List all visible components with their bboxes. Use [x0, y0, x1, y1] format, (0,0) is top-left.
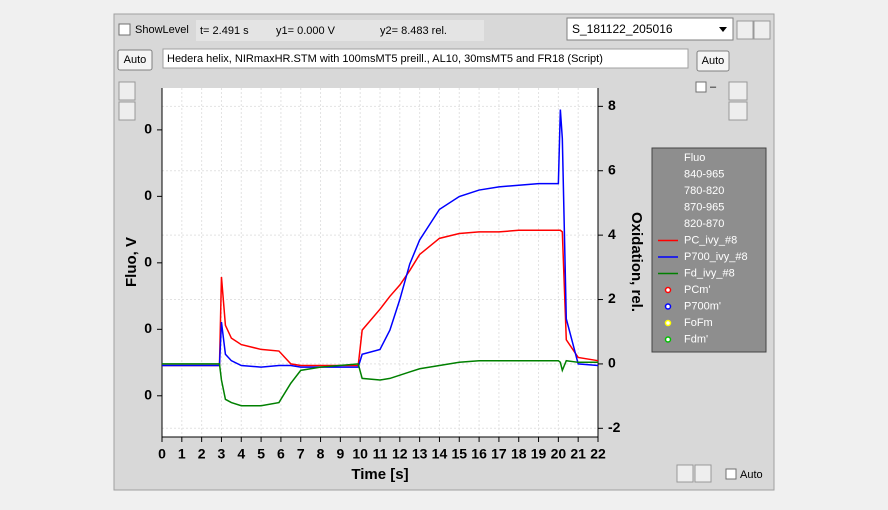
legend-label: Fd_ivy_#8: [684, 267, 735, 279]
legend-label: Fluo: [684, 152, 705, 164]
y2-tick-label: 4: [608, 226, 616, 242]
checkbox[interactable]: [118, 23, 131, 36]
data-line: [162, 359, 598, 407]
description-box: [162, 48, 689, 69]
x-tick-label: 15: [451, 446, 467, 462]
legend-label: 870-965: [684, 201, 724, 213]
x-tick-label: 21: [570, 446, 586, 462]
plot-area: [162, 88, 598, 437]
y2-tick-label: 2: [608, 290, 616, 306]
y-tick-label: 0: [144, 121, 152, 137]
x-tick-label: 8: [317, 446, 325, 462]
scroll-up[interactable]: [118, 81, 136, 101]
y1-readout: y1= 0.000 V: [276, 25, 336, 37]
description: Hedera helix, NIRmaxHR.STM with 100msMT5…: [167, 53, 603, 65]
x-tick-label: 17: [491, 446, 507, 462]
y2-axis-label: Oxidation, rel.: [628, 212, 645, 312]
legend-label: 840-965: [684, 168, 724, 180]
x-tick-label: 19: [531, 446, 547, 462]
y2-tick-label: -2: [608, 419, 621, 435]
legend-label: P700_ivy_#8: [684, 251, 748, 263]
x-tick-label: 3: [218, 446, 226, 462]
show-level-label: ShowLevel: [135, 24, 189, 36]
next-button[interactable]: [753, 20, 771, 40]
dash-label: –: [710, 81, 717, 93]
scroll-down[interactable]: [728, 101, 748, 121]
x-tick-label: 7: [297, 446, 305, 462]
legend-marker: [664, 286, 672, 294]
x-tick-label: 6: [277, 446, 285, 462]
x-tick-label: 5: [257, 446, 265, 462]
auto-button[interactable]: [117, 49, 153, 71]
t-readout: t= 2.491 s: [200, 25, 249, 37]
x-tick-label: 12: [392, 446, 408, 462]
legend-marker: [664, 303, 672, 310]
x-tick-label: 16: [471, 446, 487, 462]
legend-label: Fdm': [684, 333, 708, 345]
auto-label: Auto: [124, 54, 147, 66]
y-tick-label: 0: [144, 386, 152, 402]
data-line: [162, 229, 599, 367]
x-tick-label: 1: [178, 446, 186, 462]
auto-label: Auto: [702, 55, 725, 67]
y2-readout: y2= 8.483 rel.: [380, 25, 447, 37]
dataset-name: S_181122_205016: [572, 22, 673, 36]
y2-tick-label: 8: [608, 97, 616, 113]
y2-tick-label: 0: [608, 355, 616, 371]
checkbox[interactable]: [725, 468, 737, 480]
scroll-right[interactable]: [694, 464, 712, 483]
y-tick-label: 0: [144, 254, 152, 270]
y-axis-label: Fluo, V: [123, 237, 140, 287]
readout-box: [196, 20, 484, 41]
checkbox[interactable]: [695, 81, 707, 93]
legend-label: PCm': [684, 284, 711, 296]
x-tick-label: 18: [511, 446, 527, 462]
dropdown[interactable]: [566, 17, 734, 41]
legend-label: P700m': [684, 300, 721, 312]
scroll-down[interactable]: [118, 101, 136, 121]
scroll-up[interactable]: [728, 81, 748, 101]
y-tick-label: 0: [144, 320, 152, 336]
y-tick-label: 0: [144, 187, 152, 203]
x-tick-label: 10: [352, 446, 368, 462]
x-tick-label: 13: [412, 446, 428, 462]
x-tick-label: 11: [373, 446, 388, 462]
legend-label: 820-870: [684, 218, 724, 230]
x-tick-label: 9: [336, 446, 344, 462]
x-tick-label: 2: [198, 446, 206, 462]
x-tick-label: 20: [551, 446, 567, 462]
legend-label: 780-820: [684, 185, 724, 197]
legend-marker: [664, 319, 672, 327]
x-axis-label: Time [s]: [351, 466, 408, 483]
legend-label: PC_ivy_#8: [684, 234, 737, 246]
scroll-left[interactable]: [676, 464, 694, 483]
auto-label: Auto: [740, 469, 763, 481]
data-line: [162, 109, 599, 368]
x-tick-label: 22: [590, 446, 606, 462]
x-tick-label: 14: [432, 446, 448, 462]
y2-tick-label: 6: [608, 161, 616, 177]
dropdown-arrow: [719, 27, 727, 32]
legend-marker: [664, 336, 672, 343]
x-tick-label: 0: [158, 446, 166, 462]
x-tick-label: 4: [237, 446, 245, 462]
prev-button[interactable]: [736, 20, 754, 40]
auto-button[interactable]: [696, 50, 730, 72]
legend-label: FoFm: [684, 317, 713, 329]
legend: [651, 147, 767, 353]
